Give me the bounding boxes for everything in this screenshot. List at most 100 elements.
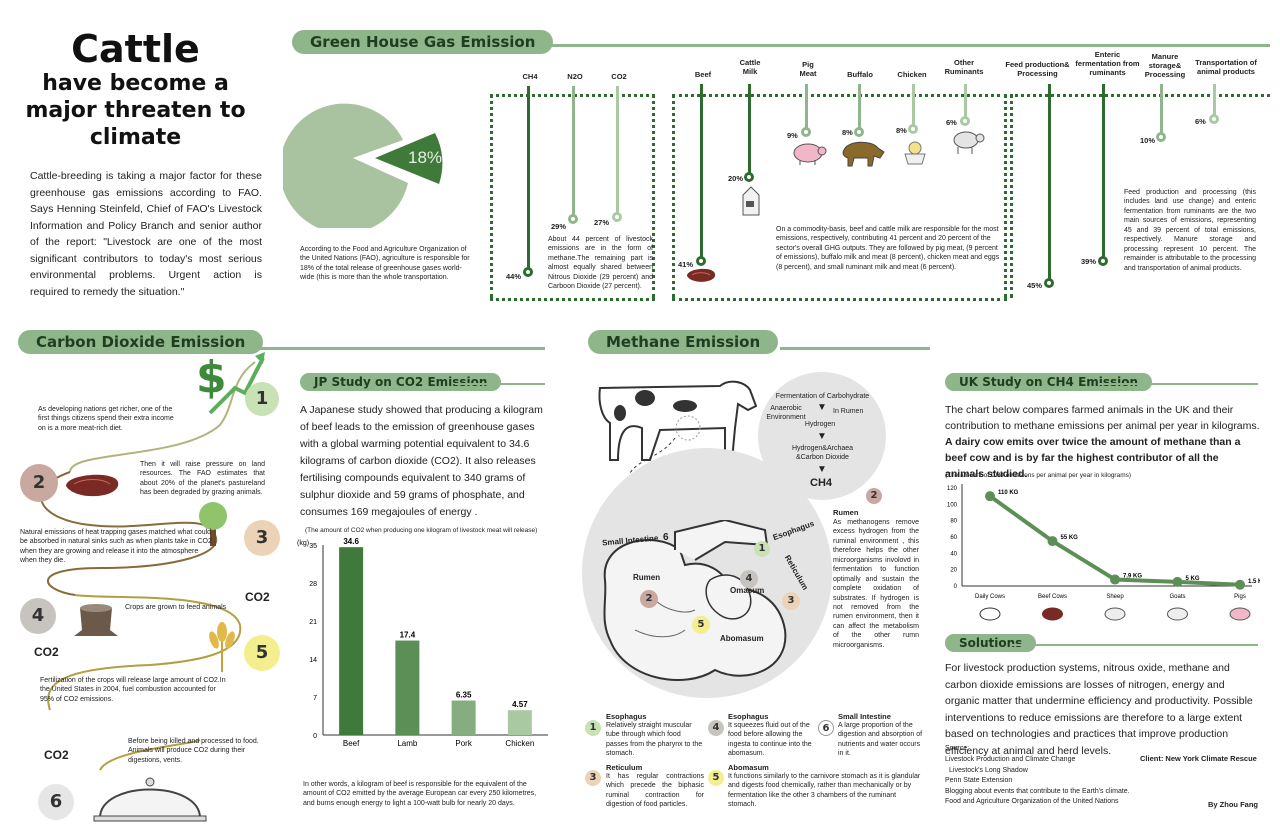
pie-rest <box>283 103 408 228</box>
bar-pork <box>451 700 476 735</box>
point-pigs <box>1235 579 1245 590</box>
source-5: Food and Agriculture Organization of the… <box>945 798 1119 805</box>
pig-icon <box>793 143 827 165</box>
bar-lamb <box>395 640 420 735</box>
animal-icon-0 <box>979 607 1001 621</box>
legend-6-title: Small Intestine <box>838 712 891 721</box>
legend-1-text: Relatively straight muscular tube throug… <box>606 722 703 758</box>
point-label-sheep: 7.9 KG <box>1123 574 1142 580</box>
rumen-title: Rumen <box>833 508 859 517</box>
step-text-1: As developing nations get richer, one of… <box>38 406 174 432</box>
line-ytick-5: 100 <box>947 502 958 508</box>
ghg-heading: Green House Gas Emission <box>292 30 554 54</box>
growth-arrow-icon <box>208 352 265 415</box>
bar-value-lamb: 17.4 <box>400 631 416 640</box>
source-2: Livestock's Long Shadow <box>949 766 1028 774</box>
uk-rule <box>1098 383 1258 385</box>
line-ytick-3: 60 <box>950 535 957 541</box>
step-num-4: 4 <box>20 598 56 634</box>
main-title: Cattle have become a major threaten to c… <box>8 28 263 151</box>
src-pct-transport: 6% <box>1195 117 1206 126</box>
wheat-icon <box>209 622 235 672</box>
title-line4: climate <box>89 125 182 150</box>
legend-5-text: It functions similarly to the carnivore … <box>728 773 921 809</box>
solutions-rule <box>1012 644 1258 646</box>
bar-value-pork: 6.35 <box>456 691 472 700</box>
prod-pct-beef: 41% <box>678 260 694 269</box>
source-list: Livestock Production and Climate Change … <box>945 755 1145 808</box>
step-num-2: 2 <box>20 464 58 502</box>
animal-icon-3 <box>1167 607 1188 621</box>
legend-5-title: Abomasum <box>728 763 769 772</box>
flow-l5: Hydrogen&Archaea &Carbon Dioxide <box>791 445 854 462</box>
prod-pct-pig: 9% <box>787 131 798 140</box>
step-text-5: Fertilization of the crops will release … <box>40 677 226 703</box>
jp-rule <box>455 383 545 385</box>
line-xtick-beef-cows: Beef Cows <box>1038 594 1067 600</box>
bar-xtick-chicken: Chicken <box>505 739 534 748</box>
uk-text-b: A dairy cow emits over twice the amount … <box>945 436 1241 480</box>
source-1: Livestock Production and Climate Change <box>945 756 1076 763</box>
src-label-transport: Transportation of animal products <box>1195 58 1257 76</box>
title-line3: major threaten to <box>25 98 246 123</box>
prod-label-pig: Pig Meat <box>799 60 817 78</box>
src-label-enteric: Enteric fermentation from ruminants <box>1075 50 1140 77</box>
flow-l2: Anaerobic Environment <box>766 405 806 422</box>
flow-l4: Hydrogen <box>804 421 836 428</box>
prod-pct-chicken: 8% <box>896 126 907 135</box>
rumen-text: As methanogens remove excess hydrogen fr… <box>833 519 919 649</box>
title-line2: have become a <box>42 71 229 96</box>
point-label-beef-cows: 55 KG <box>1061 535 1079 541</box>
step-num-5: 5 <box>244 635 280 671</box>
step-num-1: 1 <box>245 382 279 416</box>
organ-rumen: Rumen <box>633 573 661 582</box>
product-note: On a commodity-basis, beef and cattle mi… <box>776 226 1000 271</box>
step-text-4: Crops are grown to feed animals <box>125 604 227 611</box>
point-sheep <box>1110 574 1120 585</box>
src-pct-manure: 10% <box>1140 136 1156 145</box>
bar-ytick-5: 35 <box>309 543 317 550</box>
gas-note: About 44 percent of livestock emissions … <box>548 236 653 291</box>
source-3: Penn State Extension <box>945 777 1013 784</box>
bar-xtick-lamb: Lamb <box>397 739 418 748</box>
step-num-3: 3 <box>244 520 280 556</box>
pie-note: According to the Food and Agriculture Or… <box>300 246 470 282</box>
dollar-icon: $ <box>196 352 227 403</box>
stomach-diagram <box>603 520 787 681</box>
flow-ch4: CH4 <box>810 477 833 489</box>
ch4-line-chart: 0 20 40 60 80 100 120 110 KG Daily Cows 55 KG Beef… <box>947 484 1260 621</box>
client-credit: Client: New York Climate Rescue <box>1140 754 1257 763</box>
step-text-3: Natural emissions of heat trapping gases… <box>20 529 212 565</box>
gas-label-ch4: CH4 <box>522 72 538 81</box>
steak-icon <box>66 474 119 497</box>
bar-xtick-beef: Beef <box>343 739 360 748</box>
organ-abomasum: Abomasum <box>720 634 764 643</box>
bar-ytick-2: 14 <box>309 657 317 664</box>
jp-chart-caption: (The amount of CO2 when producing one ki… <box>305 527 538 534</box>
pie-value: 18% <box>408 148 443 167</box>
bar-ylabel: (kg) <box>297 540 309 547</box>
flow-l1: Fermentation of Carbohydrate <box>775 393 870 400</box>
solutions-text: For livestock production systems, nitrou… <box>945 662 1253 757</box>
point-label-daily-cows: 110 KG <box>998 490 1019 496</box>
line-xtick-sheep: Sheep <box>1106 594 1124 600</box>
point-beef-cows <box>1047 536 1058 547</box>
bar-beef <box>339 547 364 735</box>
line-ytick-4: 80 <box>950 519 957 525</box>
bar-xtick-pork: Pork <box>455 739 472 748</box>
point-label-pigs: 1.5 KG <box>1248 579 1260 585</box>
bar-ytick-1: 7 <box>313 695 317 702</box>
animal-icon-4 <box>1229 607 1251 621</box>
co2-heading: Carbon Dioxide Emission <box>18 330 264 354</box>
bar-ytick-4: 28 <box>309 581 317 588</box>
src-pct-feed: 45% <box>1027 281 1043 290</box>
uk-chart-caption: (The amount of CH4 emissions per animal … <box>945 472 1132 479</box>
co2-label-3: CO2 <box>44 748 69 762</box>
ghg-pie <box>283 103 443 228</box>
step-text-6: Before being killed and processed to foo… <box>128 738 259 764</box>
line-xtick-daily-cows: Daily Cows <box>975 594 1005 600</box>
uk-heading: UK Study on CH4 Emission <box>945 373 1153 391</box>
gas-pct-n2o: 29% <box>551 222 567 231</box>
legend-4-title: Esophagus <box>728 712 769 721</box>
legend-3-text: It has regular contractions which preced… <box>606 773 704 809</box>
